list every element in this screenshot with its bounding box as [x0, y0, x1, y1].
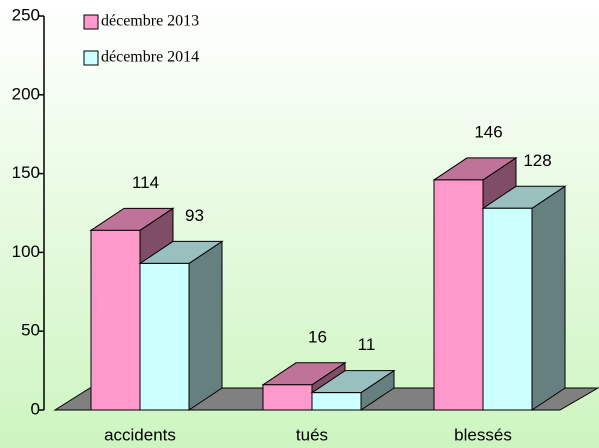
bar	[311, 392, 362, 411]
y-tick-label: 50	[21, 321, 40, 340]
y-tick-label: 200	[12, 84, 40, 103]
bar-side	[531, 185, 566, 411]
y-tick-label: 250	[12, 5, 40, 24]
x-tick-label: tués	[296, 425, 328, 444]
bar-side	[188, 240, 223, 411]
value-label: 128	[523, 151, 551, 170]
y-tick-label: 0	[31, 399, 40, 418]
x-tick-label: accidents	[104, 425, 176, 444]
value-label: 146	[474, 122, 502, 141]
y-tick-label: 150	[12, 163, 40, 182]
x-tick-label: blessés	[454, 425, 512, 444]
legend-swatch	[83, 14, 99, 30]
legend-label: décembre 2014	[101, 49, 199, 66]
bar	[262, 384, 313, 411]
bar	[433, 179, 484, 411]
value-label: 93	[185, 206, 204, 225]
bar	[139, 262, 190, 411]
bar	[90, 229, 141, 411]
legend-swatch	[83, 50, 99, 66]
value-label: 11	[358, 335, 376, 354]
value-label: 114	[132, 173, 159, 192]
bar	[482, 207, 533, 411]
y-tick-label: 100	[12, 242, 40, 261]
legend-label: décembre 2013	[101, 13, 199, 30]
value-label: 16	[308, 327, 327, 346]
